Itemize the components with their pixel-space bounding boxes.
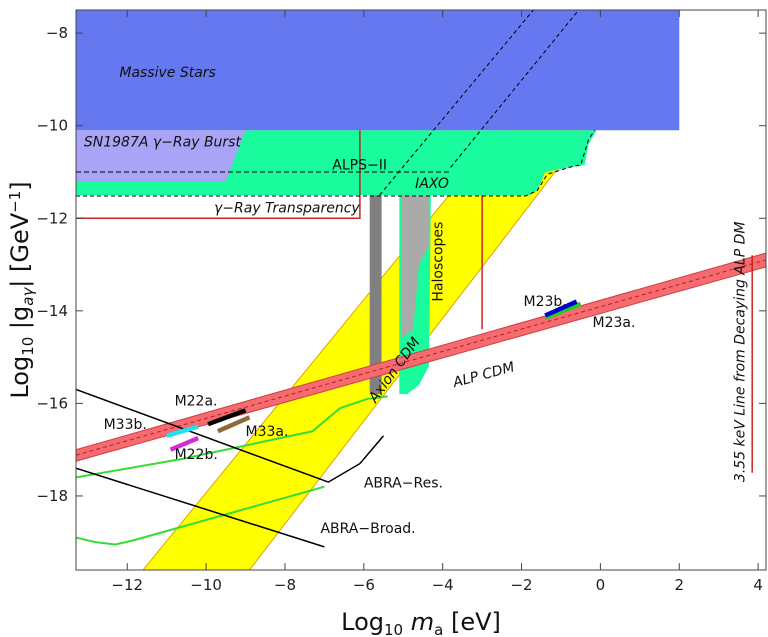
y-axis-title-part: ] <box>6 181 34 190</box>
x-axis-title-part: m <box>411 608 434 636</box>
m23a-segment <box>544 301 582 320</box>
y-axis-title-part: aγ <box>19 287 37 306</box>
x-tick-label: −12 <box>111 576 143 594</box>
abra-broad-green-line <box>76 485 325 546</box>
x-axis-title-part: a <box>434 621 443 637</box>
haloscope-dark-region <box>369 195 382 395</box>
m22a-segment <box>207 408 247 427</box>
abra-res-line <box>76 388 385 483</box>
plot-area <box>76 10 766 570</box>
x-axis-title-part: Log <box>341 608 384 636</box>
m33a-segment <box>216 415 251 434</box>
haloscopes-label: Haloscopes <box>431 222 447 302</box>
m23a-label: M23a. <box>593 315 636 331</box>
x-tick-label: −4 <box>432 576 454 594</box>
y-axis-title-part: −1 <box>6 191 24 213</box>
massive-stars-region <box>76 10 680 131</box>
iaxo-label: IAXO <box>415 176 449 192</box>
x-tick-label: 4 <box>753 576 763 594</box>
haloscope-gray-region <box>401 195 429 339</box>
x-axis-title-part <box>403 608 411 636</box>
y-tick-label: −10 <box>36 117 68 135</box>
gamma-ray-transparency-label: γ−Ray Transparency <box>214 201 360 217</box>
x-tick-label: −2 <box>510 576 532 594</box>
x-tick-label: −10 <box>190 576 222 594</box>
alp-cdm-center-dash <box>76 259 766 456</box>
sn1987a-region <box>76 130 246 182</box>
x-axis-title-part: 10 <box>384 621 403 637</box>
y-tick-label: −16 <box>36 394 68 412</box>
iaxo-dashed-top <box>450 10 580 168</box>
y-tick-label: −12 <box>36 209 68 227</box>
abra-broad-label: ABRA−Broad. <box>320 521 415 537</box>
x-axis-title-part: [eV] <box>443 608 501 636</box>
sn1987a-label: SN1987A γ−Ray Burst <box>84 135 242 151</box>
abra-broad-line <box>76 467 325 548</box>
iaxo-dashed-boundary <box>76 130 595 197</box>
y-axis-title-part: Log <box>6 356 34 399</box>
m22b-segment <box>169 436 200 452</box>
x-tick-label: −6 <box>353 576 375 594</box>
y-tick-label: −14 <box>36 302 68 320</box>
alps-ii-label: ALPS−II <box>332 158 387 174</box>
x-tick-label: 2 <box>674 576 684 594</box>
x-tick-label: 0 <box>596 576 606 594</box>
y-axis-title-part: | [GeV <box>6 212 34 287</box>
iaxo-dashed-steep <box>379 10 534 196</box>
alp-cdm-label: ALP CDM <box>450 359 516 391</box>
axes: −12 −10 −8 −6 −4 −2 0 2 4 −8 −10 −12 −14 −16 −18 Log10 … <box>6 9 767 637</box>
m33b-segment <box>166 424 199 438</box>
decay-line-label: 3.55 keV Line from Decaying ALP DM <box>732 222 748 483</box>
m33b-label: M33b. <box>104 417 147 433</box>
m22a-label: M22a. <box>175 394 218 410</box>
massive-stars-label: Massive Stars <box>119 65 216 81</box>
plot-frame <box>75 9 767 571</box>
y-tick-label: −8 <box>46 24 68 42</box>
gamma-ray-transparency-line <box>76 130 361 220</box>
y-axis-title-part: 10 <box>19 337 37 356</box>
y-tick-label: −18 <box>36 487 68 505</box>
abra-res-label: ABRA−Res. <box>364 476 443 492</box>
x-tick-label: −8 <box>274 576 296 594</box>
x-axis-title: Log10 ma [eV] <box>341 608 501 637</box>
y-axis-title: Log10 |gaγ| [GeV−1] <box>6 181 37 398</box>
y-axis-title-part: |g <box>6 306 34 337</box>
m23b-label: M23b. <box>524 294 567 310</box>
abra-res-green-line <box>76 395 388 479</box>
m23b-segment <box>544 299 578 318</box>
m33a-label: M33a. <box>246 424 289 440</box>
m22b-label: M22b. <box>175 447 218 463</box>
